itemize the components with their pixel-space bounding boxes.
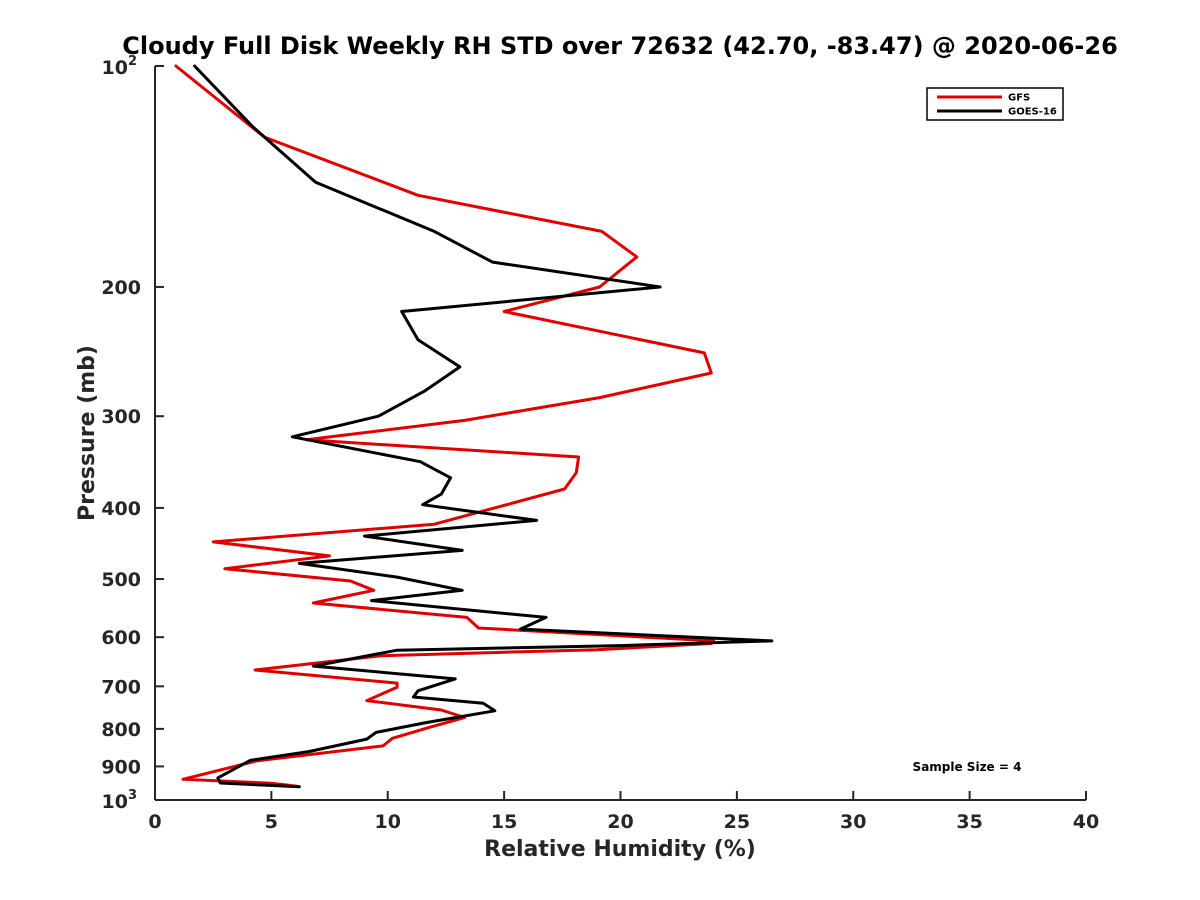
y-axis-title: Pressure (mb)	[75, 345, 100, 521]
y-tick-label: 102	[102, 54, 138, 79]
series-line-goes-16	[193, 64, 774, 789]
x-tick-label: 20	[607, 811, 633, 833]
y-tick-label: 300	[101, 406, 141, 428]
y-tick-label: 500	[101, 569, 141, 591]
y-tick-base: 10	[102, 791, 128, 813]
x-ticks: 0 5 10 15 20 25 30 35 40	[148, 791, 1099, 833]
y-tick-label: 700	[101, 676, 141, 698]
y-tick-label: 400	[101, 498, 141, 520]
legend-box	[926, 87, 1064, 121]
legend-label-gfs: GFS	[1008, 93, 1030, 104]
y-tick-base: 10	[102, 57, 128, 79]
x-tick-label: 5	[265, 811, 278, 833]
x-tick-label: 35	[956, 811, 982, 833]
y-tick-label: 900	[101, 756, 141, 778]
x-tick-label: 25	[724, 811, 750, 833]
x-tick-label: 15	[491, 811, 517, 833]
x-tick-label: 0	[148, 811, 161, 833]
y-tick-label: 103	[102, 788, 138, 813]
chart-title: Cloudy Full Disk Weekly RH STD over 7263…	[122, 32, 1118, 60]
x-axis-title: Relative Humidity (%)	[484, 837, 756, 862]
sample-size-annotation: Sample Size = 4	[913, 760, 1022, 774]
legend: GFS GOES-16	[926, 87, 1064, 121]
x-tick-label: 10	[375, 811, 401, 833]
series-group	[174, 64, 774, 789]
y-tick-label: 800	[101, 719, 141, 741]
x-tick-label: 30	[840, 811, 866, 833]
legend-label-goes-16: GOES-16	[1008, 107, 1057, 118]
series-line-gfs	[174, 64, 716, 788]
y-tick-exponent: 3	[128, 788, 137, 803]
y-tick-label: 200	[101, 277, 141, 299]
y-tick-label: 600	[101, 627, 141, 649]
y-tick-exponent: 2	[128, 54, 137, 69]
x-tick-label: 40	[1073, 811, 1099, 833]
